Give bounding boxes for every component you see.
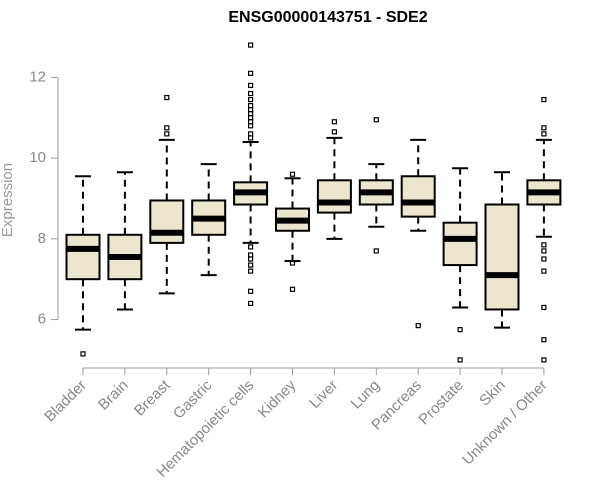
box-unknown-other	[526, 96, 562, 363]
outlier-point	[164, 94, 170, 101]
x-tick-label: Kidney	[255, 376, 300, 421]
outlier-point	[164, 131, 170, 137]
outlier-point	[248, 96, 254, 103]
outlier-point	[248, 119, 254, 125]
outlier-point	[248, 103, 254, 109]
y-tick-label: 12	[29, 68, 46, 85]
plot-area: 6 8 10 12 Bladder Brain BreastGastricHematopoi…	[29, 42, 562, 481]
box-hematopoietic-cells	[233, 42, 269, 307]
outlier-point	[331, 129, 337, 135]
box-skin	[484, 171, 520, 329]
outlier-point	[331, 119, 337, 125]
iqr-box	[484, 203, 520, 311]
outlier-point	[248, 262, 254, 268]
outlier-point	[248, 42, 254, 48]
box-pancreas	[400, 138, 436, 329]
box-bladder	[65, 175, 101, 357]
outlier-point	[457, 357, 463, 363]
y-axis-label: Expression	[0, 163, 16, 237]
chart-title: ENSG00000143751 - SDE2	[228, 9, 427, 26]
outlier-point	[373, 248, 379, 254]
x-tick-label: Lung	[348, 377, 384, 413]
outlier-point	[457, 327, 463, 333]
outlier-point	[248, 123, 254, 129]
outlier-point	[289, 260, 296, 266]
y-tick-label: 10	[29, 149, 46, 166]
box-kidney	[275, 171, 310, 292]
x-tick-label: Prostate	[415, 377, 467, 429]
outlier-point	[248, 268, 254, 274]
outlier-point	[541, 242, 547, 248]
outlier-point	[541, 337, 547, 343]
x-tick-label: Brain	[95, 377, 132, 414]
outlier-point	[248, 70, 254, 76]
x-tick-label: Liver	[306, 377, 341, 412]
outlier-point	[248, 288, 254, 294]
box-brain	[107, 171, 143, 311]
x-tick-label: Skin	[476, 377, 509, 410]
box-breast	[149, 94, 185, 295]
box-prostate	[442, 167, 478, 363]
outlier-point	[248, 300, 254, 307]
outlier-point	[248, 135, 254, 141]
iqr-box	[316, 179, 352, 214]
outlier-point	[164, 125, 170, 131]
box-gastric	[191, 163, 227, 277]
outlier-point	[541, 268, 547, 274]
outlier-point	[541, 304, 547, 311]
x-tick-label: Breast	[131, 376, 174, 419]
y-tick-label: 8	[38, 230, 46, 247]
iqr-box	[442, 221, 478, 267]
outlier-point	[541, 125, 547, 131]
y-tick-label: 6	[38, 311, 46, 328]
outlier-point	[289, 171, 296, 177]
iqr-box	[400, 175, 436, 218]
outlier-point	[541, 96, 547, 103]
iqr-box	[65, 233, 101, 281]
outlier-point	[541, 248, 547, 254]
outlier-point	[248, 252, 254, 258]
outlier-point	[248, 115, 254, 121]
outlier-point	[80, 351, 86, 357]
outlier-point	[541, 256, 547, 262]
outlier-point	[541, 357, 547, 363]
outlier-point	[289, 286, 296, 292]
box-liver	[316, 119, 352, 240]
outlier-point	[248, 107, 254, 113]
outlier-point	[248, 90, 254, 97]
x-tick-label: Bladder	[41, 377, 90, 426]
y-axis: 6 8 10 12	[29, 68, 59, 328]
outlier-point	[248, 256, 254, 262]
outlier-point	[248, 111, 254, 117]
box-lung	[358, 117, 394, 254]
iqr-box	[149, 199, 185, 244]
outlier-point	[541, 131, 547, 137]
outlier-point	[415, 323, 421, 329]
outlier-point	[248, 131, 254, 137]
outlier-point	[248, 244, 254, 250]
outlier-point	[373, 117, 379, 123]
outlier-point	[248, 82, 254, 89]
